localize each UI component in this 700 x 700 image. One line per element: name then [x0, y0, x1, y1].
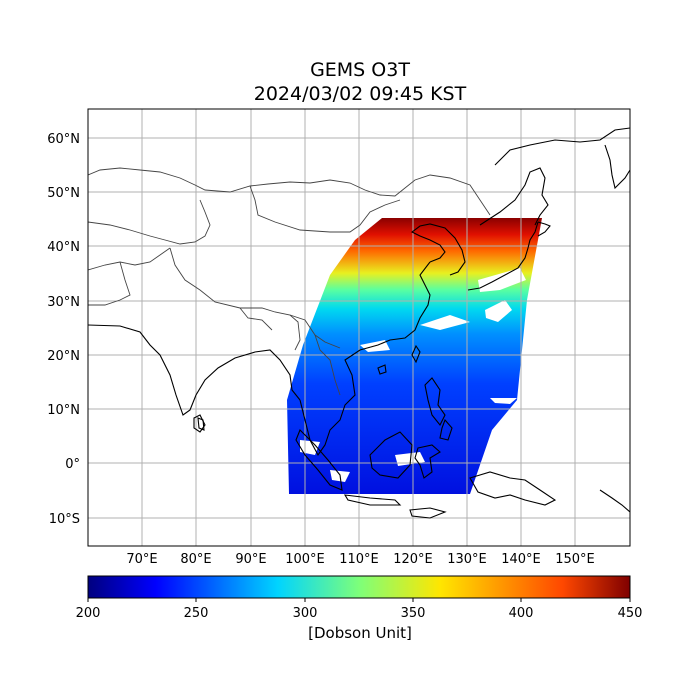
- lon-label-70E: 70°E: [126, 552, 157, 567]
- lat-label-10N: 10°N: [47, 403, 80, 418]
- lon-label-140E: 140°E: [501, 552, 541, 567]
- lat-label-50N: 50°N: [47, 186, 80, 201]
- lat-axis-labels: 60°N 50°N 40°N 30°N 20°N 10°N 0° 10°S: [47, 132, 80, 527]
- lat-label-20N: 20°N: [47, 349, 80, 364]
- graticule: [88, 109, 630, 546]
- colorbar: [87, 575, 631, 599]
- map-subtitle: 2024/03/02 09:45 KST: [253, 83, 467, 105]
- colorbar-tick-400: 400: [509, 606, 534, 621]
- lon-label-110E: 110°E: [339, 552, 379, 567]
- ozone-swath: [287, 218, 542, 494]
- lon-label-80E: 80°E: [180, 552, 211, 567]
- lat-label-60N: 60°N: [47, 132, 80, 147]
- lon-label-90E: 90°E: [235, 552, 266, 567]
- colorbar-tick-200: 200: [76, 606, 101, 621]
- lon-label-130E: 130°E: [447, 552, 487, 567]
- map-frame: [87, 108, 631, 547]
- lat-label-40N: 40°N: [47, 240, 80, 255]
- country-borders: [88, 167, 491, 396]
- lat-label-0: 0°: [65, 457, 80, 472]
- lat-label-30N: 30°N: [47, 295, 80, 310]
- coastlines: [88, 127, 630, 519]
- colorbar-label: [Dobson Unit]: [308, 624, 412, 642]
- colorbar-tick-labels: 200 250 300 350 400 450: [76, 606, 643, 621]
- map-title: GEMS O3T: [310, 59, 410, 81]
- colorbar-tick-250: 250: [184, 606, 209, 621]
- lat-label-10S: 10°S: [49, 512, 80, 527]
- lon-label-150E: 150°E: [555, 552, 595, 567]
- lon-axis-labels: 70°E 80°E 90°E 100°E 110°E 120°E 130°E 1…: [126, 552, 594, 567]
- lon-label-120E: 120°E: [393, 552, 433, 567]
- colorbar-tick-450: 450: [618, 606, 643, 621]
- colorbar-ticks: [87, 598, 631, 602]
- lon-label-100E: 100°E: [285, 552, 325, 567]
- colorbar-tick-300: 300: [293, 606, 318, 621]
- colorbar-tick-350: 350: [401, 606, 426, 621]
